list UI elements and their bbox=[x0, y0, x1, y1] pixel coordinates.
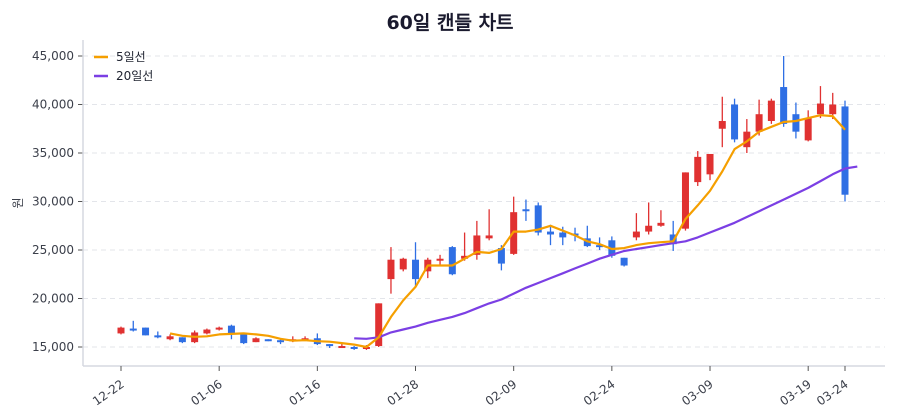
candle-down bbox=[792, 114, 800, 132]
x-tick-label: 12-22 bbox=[90, 377, 127, 408]
candle-up bbox=[473, 235, 481, 255]
y-tick-label: 25,000 bbox=[32, 243, 74, 257]
candle-down bbox=[841, 106, 849, 195]
candle-down bbox=[277, 340, 285, 343]
candle-down bbox=[534, 205, 542, 233]
x-tick-label: 02-24 bbox=[581, 377, 618, 408]
x-tick-label: 03-24 bbox=[814, 377, 851, 408]
candle-up bbox=[645, 225, 653, 232]
candle-down bbox=[240, 334, 248, 344]
candle-down bbox=[559, 232, 567, 238]
candle-up bbox=[632, 231, 640, 238]
x-tick-label: 01-06 bbox=[188, 377, 225, 408]
candle-up bbox=[816, 103, 824, 115]
x-tick-label: 01-28 bbox=[385, 377, 422, 408]
candle-up bbox=[166, 336, 174, 340]
legend-label: 20일선 bbox=[116, 69, 153, 83]
candle-up bbox=[657, 222, 665, 226]
candle-up bbox=[117, 327, 125, 334]
candle-down bbox=[412, 259, 420, 280]
chart-title: 60일 캔들 차트 bbox=[386, 12, 514, 34]
candle-down bbox=[326, 344, 334, 347]
y-tick-label: 30,000 bbox=[32, 195, 74, 209]
candle-up bbox=[436, 258, 444, 261]
candle-down bbox=[350, 347, 358, 349]
candle-up bbox=[755, 114, 763, 132]
ma5-line bbox=[169, 114, 846, 349]
candle-down bbox=[142, 327, 150, 336]
legend-label: 5일선 bbox=[116, 50, 146, 64]
candle-up bbox=[694, 156, 702, 183]
candle-down bbox=[264, 339, 272, 342]
candle-up bbox=[767, 100, 775, 121]
candle-up bbox=[215, 327, 223, 330]
candle-up bbox=[706, 153, 714, 175]
y-tick-label: 45,000 bbox=[32, 49, 74, 63]
candle-up bbox=[203, 329, 211, 334]
candle-down bbox=[448, 247, 456, 275]
candle-down bbox=[129, 328, 137, 331]
y-axis-label: 원 bbox=[11, 197, 25, 208]
candle-down bbox=[522, 209, 530, 212]
candle-up bbox=[399, 258, 407, 270]
candle-up bbox=[681, 172, 689, 229]
candle-up bbox=[485, 235, 493, 239]
candle-up bbox=[461, 255, 469, 259]
candle-down bbox=[154, 335, 162, 338]
candle-up bbox=[804, 118, 812, 141]
x-tick-label: 03-09 bbox=[679, 377, 716, 408]
candle-down bbox=[178, 337, 186, 343]
candle-up bbox=[252, 338, 260, 343]
candle-up bbox=[743, 131, 751, 148]
y-tick-label: 35,000 bbox=[32, 146, 74, 160]
y-tick-label: 15,000 bbox=[32, 340, 74, 354]
candle-up bbox=[387, 259, 395, 280]
candle-up bbox=[718, 120, 726, 129]
candle-down bbox=[731, 104, 739, 140]
candle-up bbox=[338, 346, 346, 349]
candle-down bbox=[497, 248, 505, 264]
x-tick-label: 01-16 bbox=[286, 377, 323, 408]
candle-up bbox=[829, 104, 837, 115]
candle-down bbox=[596, 245, 604, 248]
candle-down bbox=[780, 87, 788, 124]
candle-up bbox=[375, 303, 383, 347]
y-tick-label: 20,000 bbox=[32, 292, 74, 306]
y-tick-label: 40,000 bbox=[32, 98, 74, 112]
x-tick-label: 02-09 bbox=[483, 377, 520, 408]
candle-down bbox=[227, 325, 235, 335]
x-tick-label: 03-19 bbox=[777, 377, 814, 408]
candle-down bbox=[620, 257, 628, 266]
ma20-line bbox=[354, 165, 858, 340]
candle-down bbox=[546, 231, 554, 235]
